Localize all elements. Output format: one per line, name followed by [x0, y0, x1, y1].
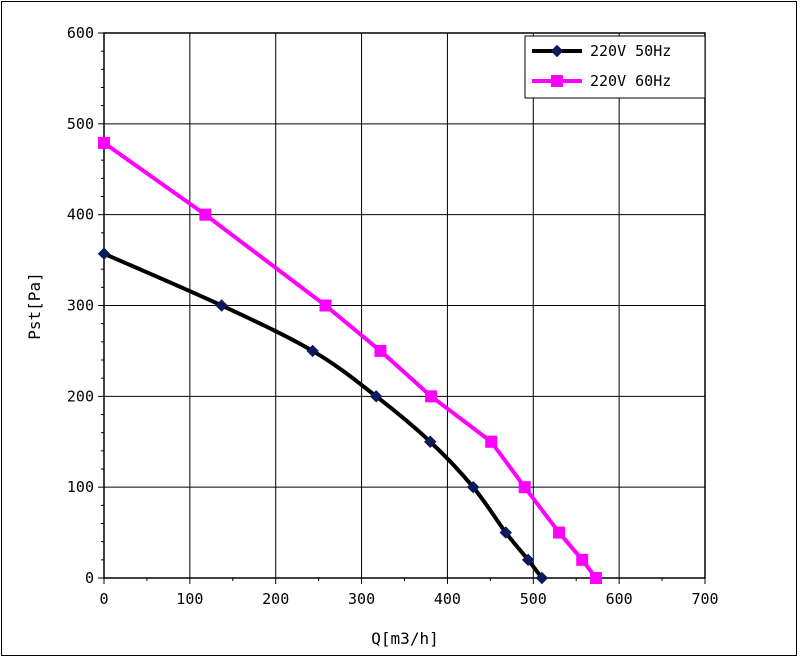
data-point: [466, 480, 480, 494]
series-0: [97, 247, 549, 585]
data-point: [499, 526, 513, 539]
y-tick-label: 100: [67, 478, 94, 496]
data-point: [369, 390, 383, 403]
data-point: [199, 208, 212, 221]
x-axis-title: Q[m3/h]: [371, 629, 438, 648]
data-point: [553, 526, 566, 539]
plot-border: [103, 32, 706, 579]
data-point: [98, 136, 110, 149]
series-line: [102, 141, 598, 580]
data-point: [424, 435, 437, 448]
y-tick-label: 200: [67, 387, 94, 405]
data-point: [215, 299, 228, 312]
y-tick-label: 500: [67, 115, 94, 133]
legend: 220V 50Hz 220V 60Hz: [524, 35, 706, 99]
y-tick-label: 0: [85, 569, 94, 587]
data-point: [521, 553, 535, 567]
x-tick-label: 200: [262, 590, 289, 608]
legend-box: [524, 35, 706, 99]
series-1: [98, 136, 602, 584]
x-tick-label: 500: [520, 590, 547, 608]
y-tick-label: 300: [67, 297, 94, 315]
y-tick-label: 400: [67, 206, 94, 224]
data-point: [576, 553, 589, 566]
data-point: [97, 247, 111, 260]
data-point: [518, 481, 531, 494]
x-tick-label: 600: [606, 590, 633, 608]
x-tick-label: 700: [691, 590, 718, 608]
grid: [103, 32, 706, 579]
axes: 0 100 200 300 400 500 600 700 0 100 200 300 400 500 60…: [67, 24, 719, 608]
x-tick-label: 300: [348, 590, 375, 608]
x-tick-label: 400: [434, 590, 461, 608]
data-point: [485, 435, 498, 448]
data-point: [425, 390, 438, 403]
legend-items: 220V 50Hz 220V 60Hz: [532, 42, 671, 90]
data-point: [306, 344, 319, 358]
data-point: [535, 571, 549, 585]
y-tick-label: 600: [67, 24, 94, 42]
legend-marker: [551, 75, 563, 87]
y-axis-title: Pst[Pa]: [25, 272, 44, 339]
data-point: [374, 344, 387, 357]
data-point: [319, 299, 332, 312]
series-layer: [97, 136, 602, 585]
data-point: [589, 572, 602, 584]
x-tick-label: 0: [99, 590, 108, 608]
legend-label: 220V 50Hz: [590, 42, 671, 60]
legend-marker: [550, 44, 564, 58]
x-tick-label: 100: [176, 590, 203, 608]
legend-label: 220V 60Hz: [590, 72, 671, 90]
